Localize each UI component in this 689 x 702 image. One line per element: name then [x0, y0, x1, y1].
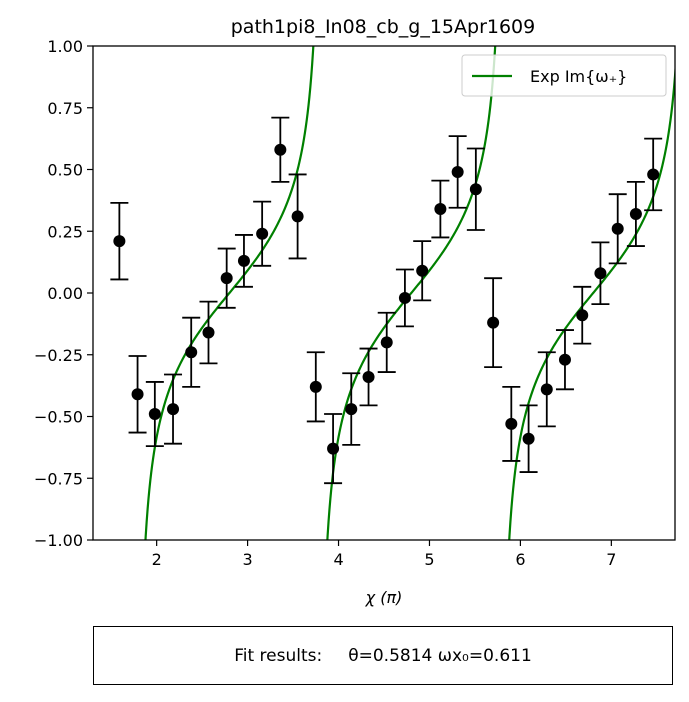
data-marker: [647, 168, 660, 181]
data-marker: [237, 254, 250, 267]
data-point: [537, 351, 556, 428]
y-tick-label: −1.00: [34, 531, 83, 550]
data-marker: [522, 432, 535, 445]
data-marker: [309, 380, 322, 393]
data-point: [182, 316, 201, 388]
data-point: [644, 137, 663, 212]
data-point: [608, 193, 627, 265]
data-point: [573, 285, 592, 345]
data-marker: [594, 267, 607, 280]
data-marker: [398, 291, 411, 304]
data-marker: [362, 370, 375, 383]
fit-results-label: Fit results:: [234, 645, 323, 666]
legend-label: Exp Im{ω₊}: [530, 67, 627, 86]
legend-frame: [461, 54, 667, 97]
x-tick-label: 6: [515, 550, 525, 569]
data-point: [217, 247, 236, 309]
x-tick-label: 2: [152, 550, 162, 569]
data-point: [448, 135, 467, 209]
data-point: [199, 300, 218, 365]
data-marker: [505, 417, 518, 430]
x-tick-label: 7: [606, 550, 616, 569]
data-marker: [345, 403, 358, 416]
data-point: [128, 355, 147, 434]
data-marker: [469, 183, 482, 196]
x-tick-label: 3: [243, 550, 253, 569]
data-point: [271, 116, 290, 183]
data-marker: [202, 326, 215, 339]
data-marker: [327, 442, 340, 455]
data-marker: [558, 353, 571, 366]
data-point: [555, 329, 574, 391]
data-point: [342, 372, 361, 446]
fit-results-box: Fit results: θ=0.5814 ωx₀=0.611: [93, 626, 673, 685]
data-marker: [291, 210, 304, 223]
legend: Exp Im{ω₊}: [461, 54, 667, 97]
data-marker: [416, 264, 429, 277]
data-point: [466, 147, 485, 231]
y-tick-label: 0.75: [47, 99, 83, 118]
data-marker: [611, 222, 624, 235]
data-marker: [629, 207, 642, 220]
data-marker: [148, 408, 161, 421]
data-point: [502, 385, 521, 462]
data-marker: [540, 383, 553, 396]
data-marker: [487, 316, 500, 329]
data-marker: [113, 235, 126, 248]
data-marker: [380, 336, 393, 349]
data-marker: [576, 309, 589, 322]
x-axis-label: χ (π): [365, 588, 403, 607]
data-point: [234, 234, 253, 288]
data-point: [626, 180, 645, 247]
data-point: [145, 381, 164, 448]
data-marker: [131, 388, 144, 401]
data-marker: [274, 143, 287, 156]
x-tick-label: 4: [333, 550, 343, 569]
y-tick-label: 1.00: [47, 37, 83, 56]
data-point: [324, 413, 343, 485]
y-tick-label: 0.50: [47, 161, 83, 180]
chart: path1pi8_In08_cb_g_15Apr1609 2 3 4 5 6 7 −1.0…: [34, 16, 676, 607]
y-tick-label: −0.75: [34, 469, 83, 488]
y-tick-label: −0.25: [34, 346, 83, 365]
data-point: [395, 268, 414, 328]
data-marker: [434, 203, 447, 216]
data-marker: [220, 272, 233, 285]
data-point: [431, 179, 450, 239]
data-point: [164, 373, 183, 445]
data-point: [519, 404, 538, 473]
data-marker: [167, 403, 180, 416]
data-point: [377, 311, 396, 373]
y-tick-label: −0.50: [34, 408, 83, 427]
data-marker: [185, 346, 198, 359]
data-point: [359, 347, 378, 407]
data-point: [253, 200, 272, 267]
x-tick-label: 5: [424, 550, 434, 569]
y-tick-label: 0.00: [47, 284, 83, 303]
plot-frame: [92, 45, 676, 541]
fit-curve-branch: [144, 46, 315, 540]
data-point: [306, 351, 325, 423]
data-marker: [451, 165, 464, 178]
data-point: [413, 240, 432, 302]
data-point: [110, 201, 129, 281]
data-marker: [256, 227, 269, 240]
data-point: [484, 277, 503, 369]
y-tick-label: 0.25: [47, 222, 83, 241]
fit-results-values: θ=0.5814 ωx₀=0.611: [348, 645, 532, 666]
chart-title: path1pi8_In08_cb_g_15Apr1609: [231, 16, 536, 38]
data-point: [591, 241, 610, 306]
data-point: [288, 173, 307, 260]
